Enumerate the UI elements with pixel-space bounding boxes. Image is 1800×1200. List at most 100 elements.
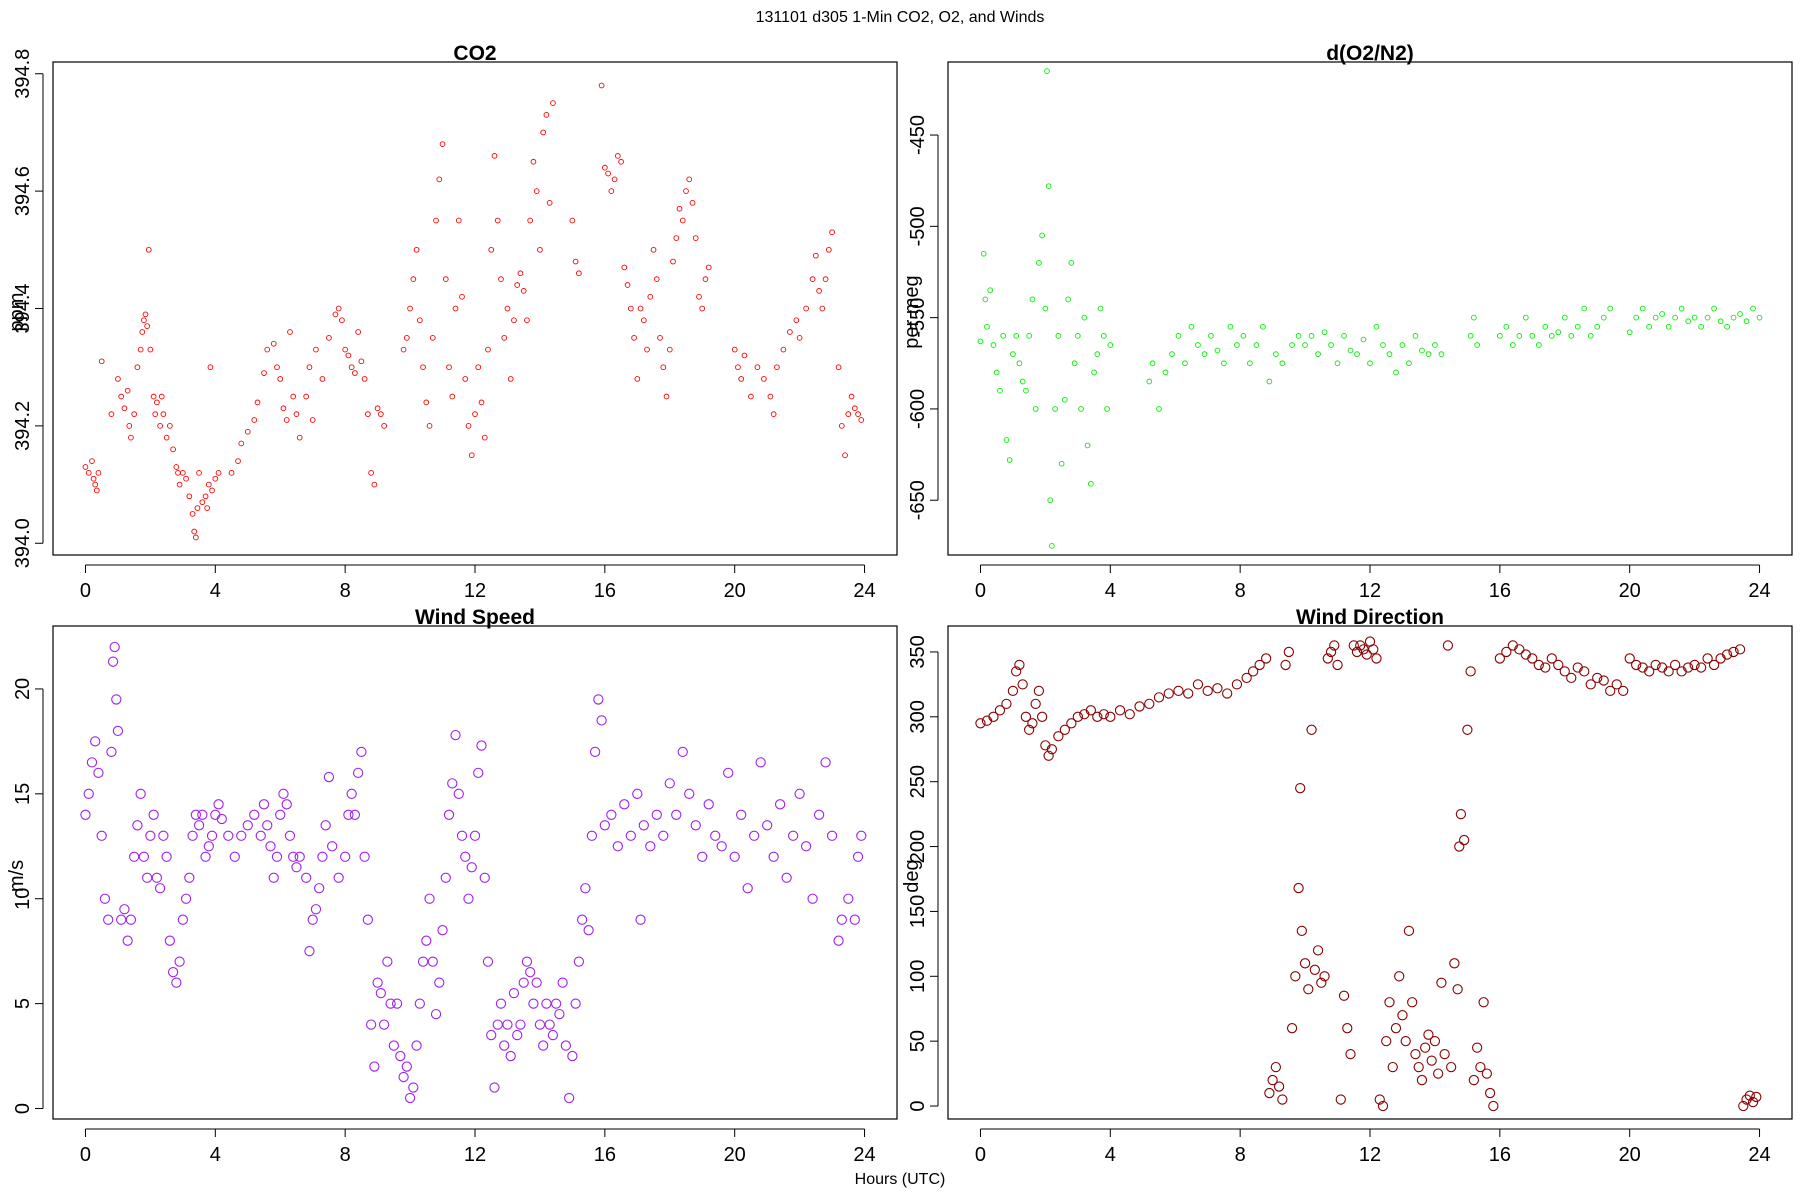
wind-direction-point: [1092, 711, 1103, 722]
o2n2-point: [1432, 342, 1438, 348]
co2-point: [676, 205, 683, 212]
wind-speed-point: [122, 935, 133, 946]
co2-point: [355, 329, 361, 335]
co2-point: [173, 464, 180, 470]
wind-speed-point: [836, 914, 847, 925]
wind-speed-point: [411, 1040, 422, 1051]
wind-speed-point: [515, 1019, 526, 1030]
co2-point: [309, 417, 316, 423]
wind-speed-point: [151, 872, 163, 883]
wind-speed-point: [813, 809, 825, 820]
o2n2-point: [1081, 314, 1088, 321]
co2-point: [683, 188, 689, 194]
wind-direction-point: [1286, 1023, 1298, 1034]
wind-speed-point: [382, 956, 393, 967]
wind-direction-point: [1585, 679, 1596, 690]
co2-point: [423, 399, 430, 406]
wind-direction-point: [1014, 659, 1025, 671]
wind-direction-point: [1559, 666, 1570, 677]
o2n2-point: [1195, 342, 1201, 348]
wind-direction-point: [1046, 744, 1058, 755]
co2-point: [848, 393, 855, 400]
wind-direction-y-tick-label: 350: [907, 635, 929, 668]
wind-speed-point: [476, 740, 487, 751]
wind-direction-y-tick-label: 300: [907, 700, 929, 733]
o2n2-point: [1062, 396, 1068, 403]
co2-point: [621, 264, 628, 271]
wind-speed-point: [255, 830, 266, 841]
wind-speed-point: [563, 1092, 575, 1104]
co2-x-tick-label: 8: [340, 580, 351, 602]
wind-direction-point: [1316, 977, 1327, 988]
o2n2-point: [1360, 336, 1367, 343]
wind-speed-point: [174, 956, 185, 967]
wind-direction-point: [1348, 640, 1359, 651]
co2-point: [158, 393, 165, 400]
o2n2-points: [977, 68, 1763, 549]
o2n2-point: [982, 296, 989, 303]
wind-direction-point: [1390, 1023, 1402, 1034]
wind-speed-point: [651, 809, 662, 820]
o2n2-point: [1006, 457, 1013, 463]
wind-speed-point: [408, 1082, 419, 1093]
wind-speed-point: [275, 809, 286, 820]
co2-point: [491, 153, 498, 159]
wind-direction-point: [1020, 711, 1032, 722]
wind-direction-point: [1387, 1061, 1398, 1073]
co2-point: [462, 376, 469, 382]
wind-direction-point: [1458, 834, 1470, 846]
wind-direction-point: [1598, 675, 1609, 686]
o2n2-x-tick-label: 12: [1359, 580, 1381, 602]
o2n2-point: [1659, 311, 1666, 317]
wind-direction-point: [1682, 662, 1694, 673]
wind-speed-point: [197, 809, 208, 820]
wind-direction-point: [1124, 709, 1135, 720]
wind-speed-point: [427, 956, 438, 967]
wind-speed-point: [177, 914, 188, 925]
wind-speed-point: [154, 883, 166, 894]
wind-direction-point: [1702, 653, 1713, 664]
o2n2-point: [1652, 314, 1659, 321]
wind-direction-panel: Wind Direction deg 0 4 8 12 16 20 24 0 50 100 150 200…: [901, 606, 1793, 1166]
wind-speed-point: [278, 788, 289, 799]
wind-speed-point: [206, 830, 218, 841]
wind-speed-point: [291, 862, 302, 873]
wind-speed-point: [359, 851, 370, 862]
co2-point: [342, 346, 349, 353]
o2n2-y-tick-label: -600: [907, 389, 929, 429]
o2n2-point: [1633, 314, 1640, 321]
wind-direction-point: [1394, 971, 1405, 982]
wind-speed-point: [294, 851, 305, 862]
wind-speed-point: [385, 998, 396, 1009]
wind-speed-point: [223, 830, 234, 841]
wind-speed-point: [716, 841, 727, 852]
co2-point: [186, 493, 193, 500]
o2n2-point: [1678, 305, 1685, 312]
co2-point: [306, 364, 313, 371]
wind-direction-point: [1260, 653, 1272, 664]
wind-direction-point: [1007, 685, 1019, 697]
o2n2-point: [1266, 378, 1273, 385]
wind-speed-point: [216, 813, 227, 825]
o2n2-point: [1036, 260, 1042, 266]
co2-y-tick-label: 394.8: [12, 49, 34, 99]
co2-point: [692, 235, 699, 241]
wind-direction-point: [1426, 1055, 1437, 1066]
wind-speed-point: [327, 841, 338, 852]
o2n2-point: [1162, 369, 1169, 376]
co2-point: [705, 264, 712, 271]
o2n2-point: [1049, 543, 1055, 549]
wind-speed-y-tick-label: 0: [12, 1103, 34, 1114]
o2n2-point: [1044, 68, 1050, 74]
co2-point: [128, 434, 134, 441]
co2-point: [313, 346, 319, 353]
co2-point: [192, 534, 199, 541]
co2-point: [207, 364, 214, 371]
o2n2-point: [1737, 311, 1743, 317]
wind-direction-point: [1605, 685, 1616, 697]
co2-point: [420, 364, 426, 371]
co2-x-tick-label: 24: [853, 580, 875, 602]
co2-points: [82, 82, 865, 541]
wind-speed-point: [697, 851, 708, 862]
wind-direction-point: [1299, 958, 1311, 969]
